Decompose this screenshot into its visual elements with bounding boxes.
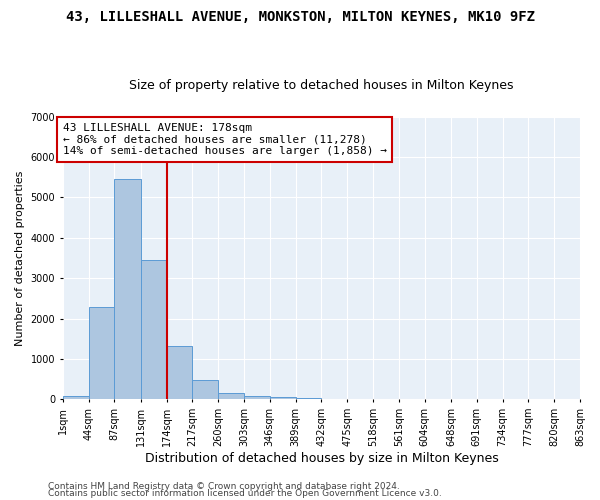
Bar — [167, 346, 193, 400]
Bar — [296, 398, 322, 400]
Text: Contains HM Land Registry data © Crown copyright and database right 2024.: Contains HM Land Registry data © Crown c… — [48, 482, 400, 491]
Text: Contains public sector information licensed under the Open Government Licence v3: Contains public sector information licen… — [48, 489, 442, 498]
Bar — [63, 396, 89, 400]
Bar — [115, 180, 141, 400]
Bar — [218, 393, 244, 400]
Bar — [270, 397, 296, 400]
Title: Size of property relative to detached houses in Milton Keynes: Size of property relative to detached ho… — [129, 79, 514, 92]
Y-axis label: Number of detached properties: Number of detached properties — [15, 170, 25, 346]
X-axis label: Distribution of detached houses by size in Milton Keynes: Distribution of detached houses by size … — [145, 452, 498, 465]
Bar — [89, 308, 115, 400]
Bar — [141, 260, 167, 400]
Text: 43, LILLESHALL AVENUE, MONKSTON, MILTON KEYNES, MK10 9FZ: 43, LILLESHALL AVENUE, MONKSTON, MILTON … — [65, 10, 535, 24]
Bar — [193, 380, 218, 400]
Bar — [244, 396, 270, 400]
Text: 43 LILLESHALL AVENUE: 178sqm
← 86% of detached houses are smaller (11,278)
14% o: 43 LILLESHALL AVENUE: 178sqm ← 86% of de… — [63, 123, 387, 156]
